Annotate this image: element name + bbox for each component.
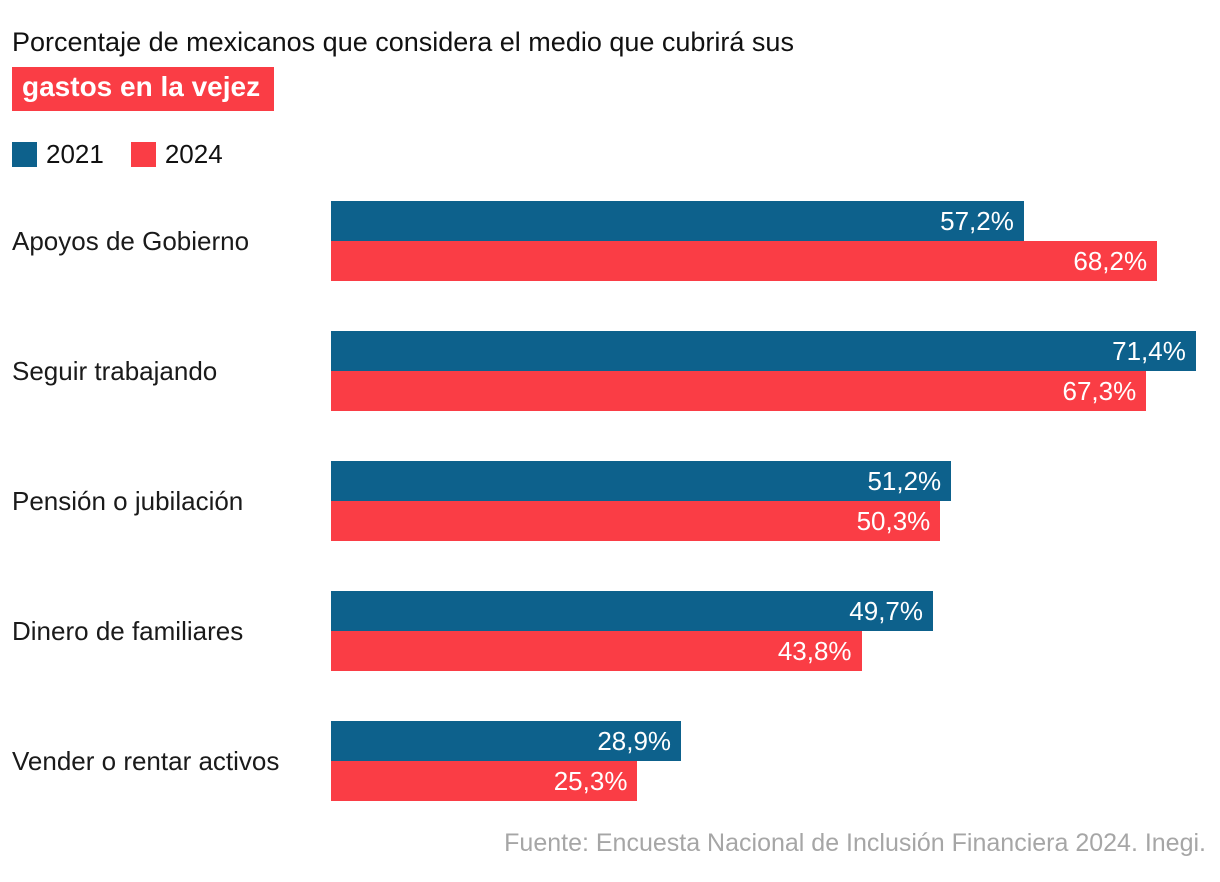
value-label: 43,8%	[777, 636, 852, 666]
chart-row: Seguir trabajando 71,4% 67,3%	[12, 331, 1208, 411]
value-label: 25,3%	[553, 766, 628, 796]
chart-title-highlight: gastos en la vejez	[12, 67, 275, 111]
bar-2024: 50,3%	[331, 501, 941, 541]
bar-2024: 68,2%	[331, 241, 1158, 281]
bar-group: 28,9% 25,3%	[331, 721, 1208, 801]
bar-group: 51,2% 50,3%	[331, 461, 1208, 541]
value-label: 51,2%	[867, 466, 942, 496]
title-block: Porcentaje de mexicanos que considera el…	[12, 24, 1208, 111]
category-label: Pensión o jubilación	[12, 485, 244, 516]
value-label: 68,2%	[1073, 246, 1148, 276]
value-label: 71,4%	[1112, 336, 1186, 366]
chart-row: Apoyos de Gobierno 57,2% 68,2%	[12, 201, 1208, 281]
category-label: Apoyos de Gobierno	[12, 225, 250, 256]
bar-2021: 51,2%	[331, 461, 952, 501]
chart-row: Pensión o jubilación 51,2% 50,3%	[12, 461, 1208, 541]
bar-chart: Apoyos de Gobierno 57,2% 68,2% Seguir traba…	[12, 201, 1208, 801]
value-label: 50,3%	[856, 506, 931, 536]
bar-group: 49,7% 43,8%	[331, 591, 1208, 671]
bar-2024: 25,3%	[331, 761, 638, 801]
bar-2021: 49,7%	[331, 591, 934, 631]
value-label: 28,9%	[597, 726, 672, 756]
category-label: Seguir trabajando	[12, 355, 218, 386]
legend: 2021 2024	[12, 139, 1208, 170]
bar-2021: 28,9%	[331, 721, 682, 761]
chart-title: Porcentaje de mexicanos que considera el…	[12, 27, 794, 57]
value-label: 49,7%	[849, 596, 924, 626]
bar-2021: 57,2%	[331, 201, 1024, 241]
source-note: Fuente: Encuesta Nacional de Inclusión F…	[504, 829, 1206, 857]
chart-row: Vender o rentar activos 28,9% 25,3%	[12, 721, 1208, 801]
chart-container: Porcentaje de mexicanos que considera el…	[12, 24, 1208, 857]
bar-group: 57,2% 68,2%	[331, 201, 1208, 281]
legend-label-2024: 2024	[164, 139, 223, 169]
category-label: Vender o rentar activos	[12, 745, 280, 776]
value-label: 57,2%	[940, 206, 1014, 236]
legend-swatch-2024	[130, 142, 156, 167]
bar-group: 71,4% 67,3%	[331, 331, 1208, 411]
bar-2021: 71,4%	[331, 331, 1196, 371]
legend-swatch-2021	[12, 142, 37, 167]
chart-row: Dinero de familiares 49,7% 43,8%	[12, 591, 1208, 671]
bar-2024: 67,3%	[331, 371, 1147, 411]
category-label: Dinero de familiares	[12, 615, 244, 646]
legend-label-2021: 2021	[46, 139, 104, 169]
value-label: 67,3%	[1062, 376, 1137, 406]
bar-2024: 43,8%	[331, 631, 862, 671]
